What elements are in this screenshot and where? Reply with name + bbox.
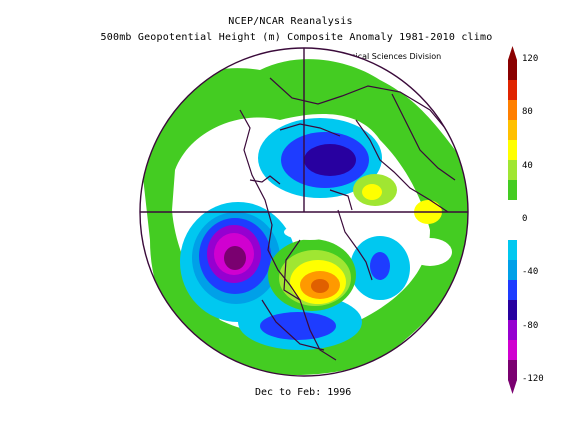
colorbar-swatch <box>508 260 517 281</box>
colorbar-swatch <box>508 280 517 301</box>
colorbar-top-arrow <box>508 46 517 60</box>
colorbar-swatch <box>508 120 517 141</box>
colorbar-swatch <box>508 80 517 101</box>
chart-subtitle: 500mb Geopotential Height (m) Composite … <box>100 32 493 43</box>
colorbar-swatch <box>508 60 517 81</box>
colorbar-swatch <box>508 160 517 181</box>
colorbar-swatch <box>508 100 517 121</box>
colorbar-swatch <box>508 300 517 321</box>
colorbar-swatch <box>508 140 517 161</box>
colorbar-bottom-arrow <box>508 380 517 394</box>
colorbar-swatch <box>508 240 517 261</box>
colorbar-tick-label: 80 <box>522 107 533 118</box>
date-range-label: Dec to Feb: 1996 <box>255 387 352 398</box>
colorbar-tick-label: 120 <box>522 54 539 64</box>
colorbar-swatch <box>508 220 517 241</box>
colorbar-swatch <box>508 340 517 361</box>
chart-title: NCEP/NCAR Reanalysis <box>228 16 353 27</box>
colorbar-swatch <box>508 320 517 341</box>
colorbar-swatch <box>508 180 517 201</box>
colorbar-tick-label: -80 <box>522 320 539 331</box>
colorbar-tick-label: -40 <box>522 267 539 278</box>
credit-label: NOAA/ESRL Physical Sciences Division <box>288 52 442 61</box>
colorbar-swatch <box>508 200 517 221</box>
globe-outline <box>139 47 469 377</box>
colorbar-tick-label: 40 <box>522 160 533 171</box>
colorbar-swatch <box>508 360 517 381</box>
colorbar <box>508 46 517 394</box>
colorbar-tick-label: -120 <box>522 374 544 384</box>
colorbar-tick-label: 0 <box>522 214 528 224</box>
coastlines <box>239 77 456 361</box>
